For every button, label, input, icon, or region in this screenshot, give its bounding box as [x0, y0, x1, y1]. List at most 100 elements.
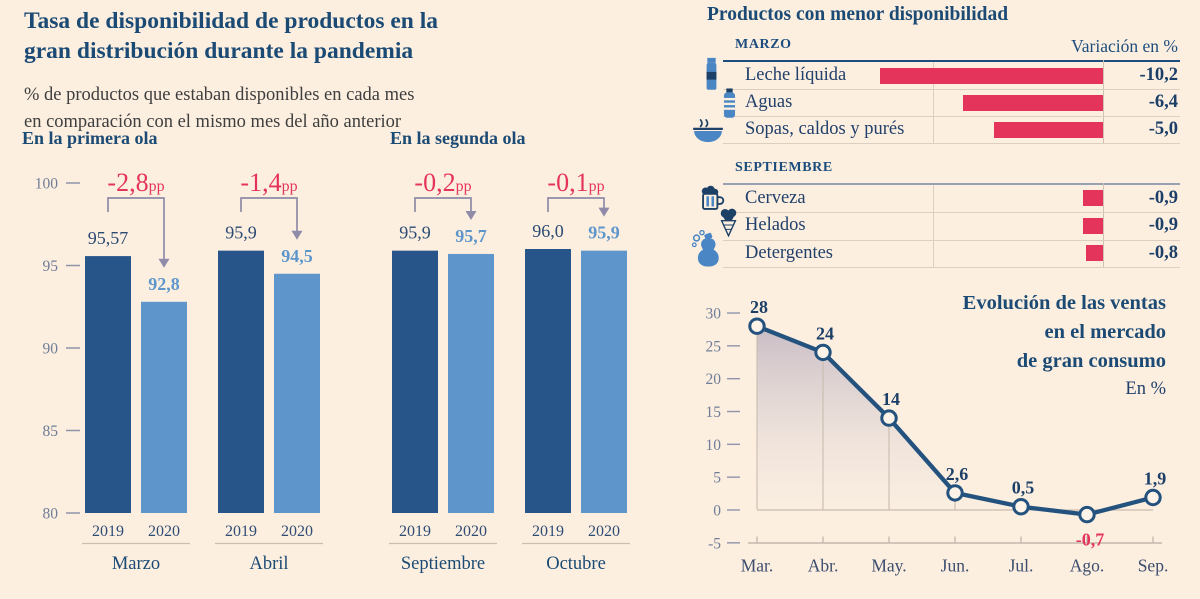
- delta-label: -0,1pp: [547, 168, 604, 197]
- sales-x-label: Ago.: [1070, 556, 1105, 576]
- bar-2020-Septiembre: [448, 253, 494, 513]
- variation-value: -0,9: [1148, 187, 1178, 208]
- availability-ytick-label: 95: [43, 258, 59, 275]
- sales-ytick-label: -5: [708, 535, 721, 552]
- sales-point-label: 28: [750, 297, 768, 317]
- sales-ytick-label: 25: [706, 338, 722, 355]
- bar-value-2020: 94,5: [281, 246, 313, 266]
- delta-arrowhead-icon: [598, 207, 610, 217]
- sales-point: [814, 343, 832, 362]
- column-divider: [933, 62, 934, 143]
- bar-value-2019: 96,0: [532, 221, 564, 241]
- product-name: Detergentes: [745, 242, 834, 263]
- bar-2020-Marzo: [141, 301, 187, 513]
- sales-x-label: Jun.: [941, 556, 970, 576]
- sales-ytick-label: 30: [706, 306, 722, 323]
- product-name: Cerveza: [745, 187, 806, 208]
- bar-value-2020: 92,8: [148, 274, 180, 294]
- bar-value-2019: 95,57: [88, 228, 129, 248]
- bar-2019-Septiembre: [392, 250, 438, 513]
- sales-point: [1012, 498, 1030, 516]
- product-name: Leche líquida: [745, 65, 847, 85]
- year-label-2020: 2020: [148, 523, 180, 540]
- variation-bar: [1083, 190, 1103, 206]
- second-wave-label: En la segunda ola: [390, 128, 526, 148]
- year-label-2019: 2019: [92, 523, 124, 540]
- year-label-2020: 2020: [588, 523, 620, 540]
- sales-x-label: Jul.: [1009, 556, 1034, 576]
- sales-point-label: 2,6: [946, 464, 969, 484]
- sales-x-label: May.: [871, 556, 906, 576]
- delta-bracket: [107, 197, 165, 260]
- sales-ytick-label: 5: [713, 470, 721, 487]
- page-title-line1: Tasa de disponibilidad de productos en l…: [24, 8, 439, 34]
- bar-baseline: [1103, 183, 1104, 268]
- delta-bracket: [414, 197, 472, 212]
- sales-x-label: Abr.: [808, 556, 839, 576]
- delta-label: -1,4pp: [240, 168, 297, 197]
- sales-point-label: 1,9: [1144, 469, 1167, 489]
- section-header-rule: [723, 60, 1180, 62]
- bar-2020-Abril: [274, 273, 320, 513]
- delta-label: -0,2pp: [414, 168, 471, 197]
- variation-bar: [1083, 217, 1103, 234]
- product-name: Helados: [745, 215, 806, 236]
- variation-value: -0,8: [1148, 242, 1178, 263]
- bar-2019-Octubre: [525, 249, 571, 513]
- year-label-2020: 2020: [281, 523, 313, 540]
- first-wave-label: En la primera ola: [22, 128, 158, 148]
- bar-2020-Octubre: [581, 250, 627, 513]
- sales-point: [946, 484, 964, 502]
- page-subtitle-line2: en comparación con el mismo mes del año …: [24, 112, 402, 132]
- variation-value: -0,9: [1148, 215, 1178, 236]
- variation-value: -10,2: [1139, 65, 1178, 85]
- sales-ytick-label: 20: [706, 371, 722, 388]
- year-label-2019: 2019: [225, 523, 257, 540]
- bar-value-2020: 95,7: [455, 226, 487, 246]
- delta-arrowhead-icon: [465, 210, 477, 220]
- month-label: Octubre: [546, 554, 606, 574]
- sales-point: [748, 317, 766, 335]
- page-subtitle-line1: % de productos que estaban disponibles e…: [24, 85, 415, 105]
- soup-bowl-icon: [692, 118, 724, 144]
- page-title: Tasa de disponibilidad de productos en l…: [24, 6, 438, 66]
- year-label-2020: 2020: [455, 523, 487, 540]
- milk-bottle-icon: [701, 54, 722, 94]
- bar-baseline: [1103, 60, 1104, 143]
- detergent-bottle-icon: [691, 229, 722, 267]
- page-subtitle: % de productos que estaban disponibles e…: [24, 82, 414, 136]
- product-name: Sopas, caldos y purés: [745, 119, 905, 139]
- variation-bar: [963, 94, 1103, 111]
- bar-value-2019: 95,9: [399, 223, 431, 243]
- month-label: Septiembre: [401, 554, 485, 574]
- delta-arrowhead-icon: [158, 258, 170, 268]
- row-separator: [723, 143, 1180, 144]
- sales-title-line2: en el mercado: [1044, 321, 1166, 343]
- variation-header: Variación en %: [1071, 36, 1178, 56]
- variation-bar: [1085, 245, 1103, 262]
- variation-bar: [993, 121, 1103, 138]
- column-divider: [933, 184, 934, 268]
- sales-point-label: 24: [816, 323, 834, 343]
- sales-point-label: 14: [882, 389, 900, 409]
- availability-ytick-label: 100: [35, 176, 59, 193]
- row-separator: [723, 267, 1180, 269]
- sales-x-label: Sep.: [1138, 556, 1169, 576]
- row-separator: [723, 212, 1180, 214]
- product-name: Aguas: [745, 92, 793, 112]
- delta-arrowhead-icon: [291, 230, 303, 240]
- delta-bracket: [240, 197, 298, 232]
- section-label-marzo: MARZO: [735, 37, 792, 52]
- availability-ytick-label: 80: [43, 506, 59, 523]
- sales-x-label: Mar.: [741, 556, 774, 576]
- sales-ytick-label: 0: [713, 503, 721, 520]
- sales-point: [880, 409, 898, 427]
- sales-ytick-label: 10: [706, 437, 722, 454]
- water-bottle-icon: [720, 87, 739, 120]
- bar-2019-Marzo: [85, 256, 131, 513]
- bar-value-2019: 95,9: [225, 223, 257, 243]
- row-separator: [723, 239, 1180, 241]
- variation-value: -5,0: [1148, 119, 1178, 139]
